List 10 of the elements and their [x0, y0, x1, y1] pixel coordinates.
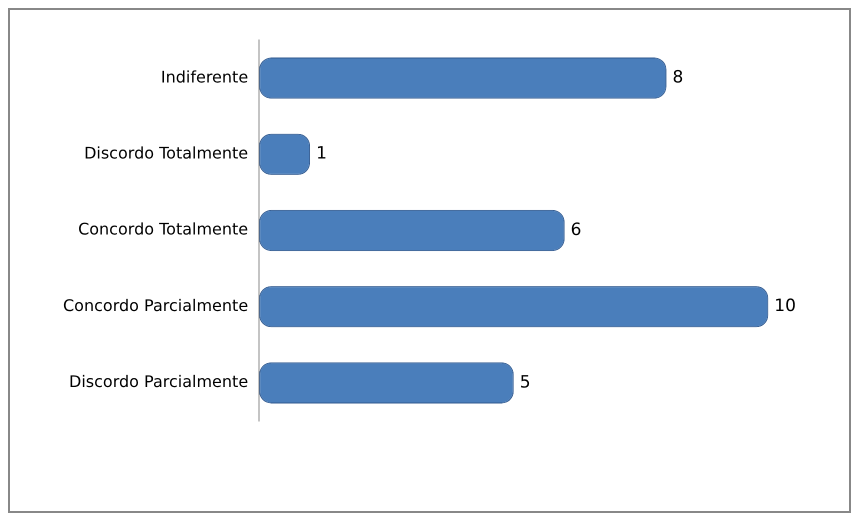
data-label: 8	[672, 68, 684, 88]
y-tick-label: Concordo Parcialmente	[63, 296, 248, 315]
y-tick-label: Discordo Parcialmente	[69, 372, 248, 392]
y-tick-label: Indiferente	[160, 67, 248, 86]
y-tick-label: Concordo Totalmente	[78, 220, 248, 239]
data-label: 5	[520, 372, 531, 392]
y-tick-label: Discordo Totalmente	[84, 143, 248, 162]
data-label: 10	[774, 296, 796, 316]
data-label: 6	[570, 220, 582, 240]
data-label: 1	[316, 144, 327, 164]
